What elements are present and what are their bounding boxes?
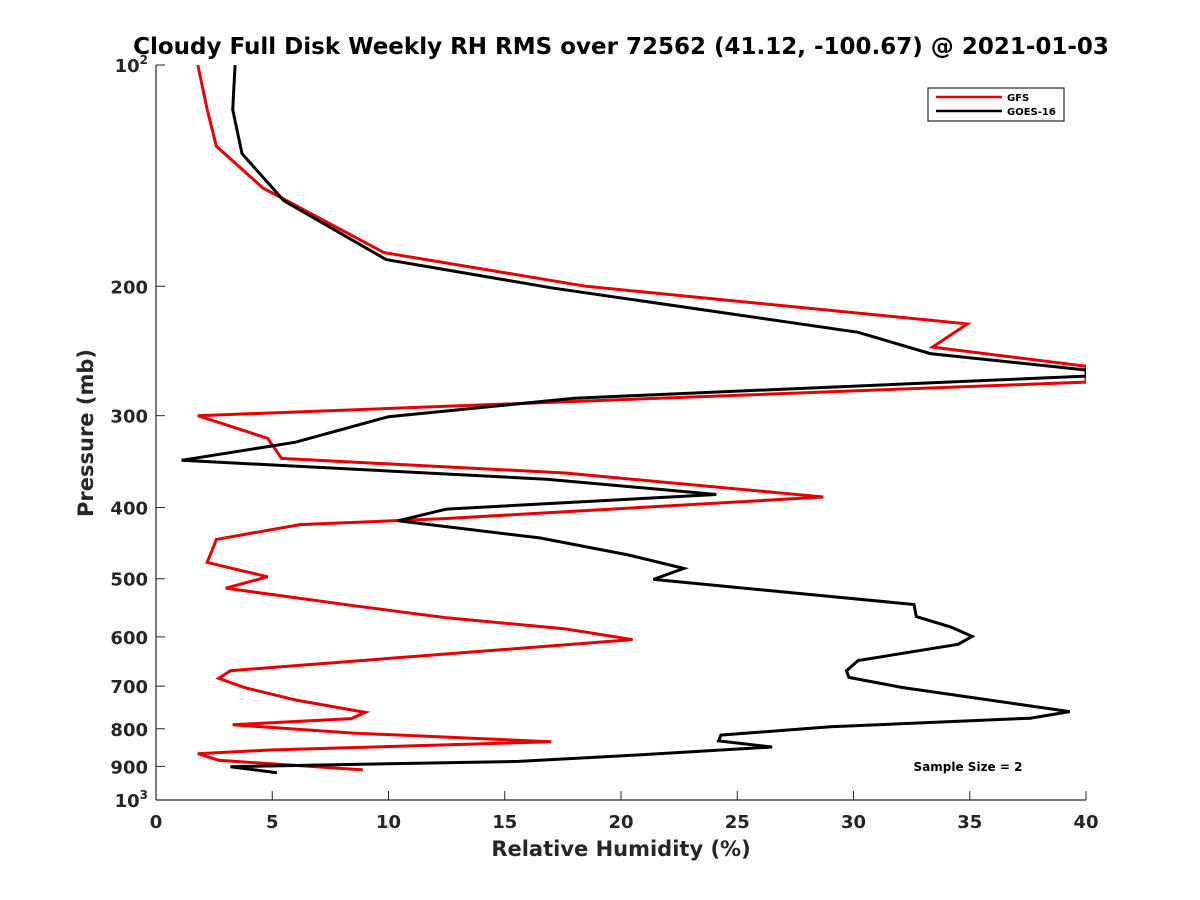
y-tick-label: 700 — [110, 677, 148, 698]
y-tick-label: 102 — [115, 53, 148, 77]
y-tick-label: 900 — [110, 757, 148, 778]
legend: GFS GOES-16 — [927, 87, 1065, 122]
x-axis-label: Relative Humidity (%) — [491, 837, 750, 861]
legend-label: GFS — [1007, 93, 1029, 104]
x-tick-label: 25 — [725, 812, 750, 833]
x-tick-label: 20 — [608, 812, 633, 833]
y-tick-label: 200 — [110, 277, 148, 298]
x-tick-label: 30 — [841, 812, 866, 833]
x-axis: 0 5 10 15 20 25 30 35 40 — [150, 791, 1099, 833]
y-tick-label: 800 — [110, 720, 148, 741]
x-tick-label: 40 — [1073, 812, 1098, 833]
y-tick-label: 500 — [110, 570, 148, 591]
chart-title: Cloudy Full Disk Weekly RH RMS over 7256… — [133, 34, 1109, 60]
x-tick-label: 5 — [266, 812, 279, 833]
y-tick-label: 600 — [110, 628, 148, 649]
y-axis: 102 200 300 400 500 600 700 800 900 103 — [110, 53, 165, 812]
x-tick-label: 10 — [376, 812, 401, 833]
plot-area — [181, 65, 1086, 775]
y-tick-label: 400 — [110, 499, 148, 520]
legend-label: GOES-16 — [1007, 107, 1056, 118]
x-tick-label: 35 — [957, 812, 982, 833]
series-goes-16 — [181, 65, 1086, 775]
y-axis-label: Pressure (mb) — [74, 349, 98, 517]
y-tick-label: 103 — [115, 788, 148, 812]
sample-size-annotation: Sample Size = 2 — [914, 760, 1023, 774]
series-gfs — [196, 65, 1086, 772]
x-tick-label: 15 — [492, 812, 517, 833]
legend-box — [927, 87, 1065, 122]
x-tick-label: 0 — [150, 812, 163, 833]
y-tick-label: 300 — [110, 407, 148, 428]
